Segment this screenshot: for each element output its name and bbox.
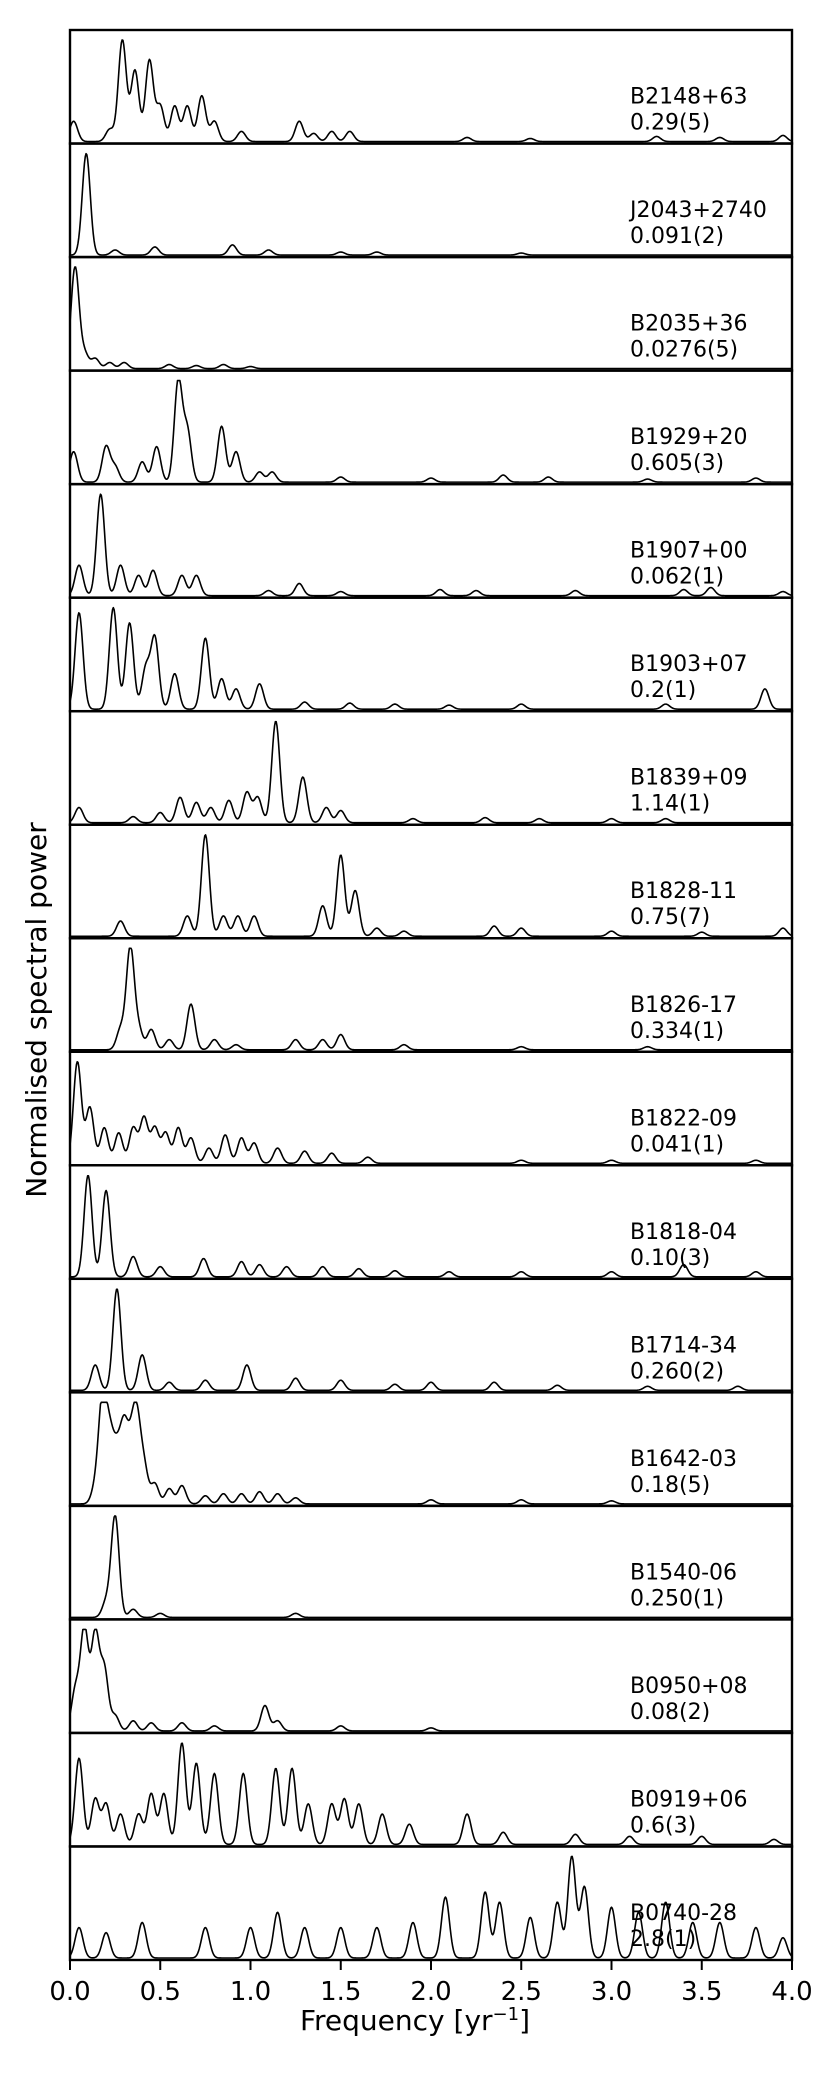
pulsar-frequency: 0.6(3) xyxy=(630,1813,696,1838)
pulsar-name: B2148+63 xyxy=(630,85,748,110)
pulsar-frequency: 0.18(5) xyxy=(630,1473,710,1498)
pulsar-frequency: 0.08(2) xyxy=(630,1700,710,1725)
panel-B1714-34: B1714-340.260(2) xyxy=(68,1277,794,1394)
spectrum-line xyxy=(70,947,792,1051)
pulsar-name: B1907+00 xyxy=(630,539,748,564)
pulsar-name: B0950+08 xyxy=(630,1674,748,1699)
spectrum-line xyxy=(70,1401,792,1505)
pulsar-name: B2035+36 xyxy=(630,312,748,337)
pulsar-name: B1818-04 xyxy=(630,1220,737,1245)
pulsar-name: B1714-34 xyxy=(630,1333,737,1358)
pulsar-name: B1828-11 xyxy=(630,879,737,904)
panel-B2148+63: B2148+630.29(5) xyxy=(68,28,794,145)
panel-B1903+07: B1903+070.2(1) xyxy=(68,596,794,713)
pulsar-frequency: 0.2(1) xyxy=(630,678,696,703)
spectrum-line xyxy=(69,379,792,483)
pulsar-frequency: 0.605(3) xyxy=(630,451,724,476)
spectrum-line xyxy=(69,720,792,824)
x-tick-label: 1.0 xyxy=(230,1977,271,2007)
pulsar-name: B1540-06 xyxy=(630,1560,737,1585)
x-tick-label: 2.5 xyxy=(501,1977,542,2007)
spectrum-line xyxy=(69,1742,792,1846)
panel-B2035+36: B2035+360.0276(5) xyxy=(68,255,794,372)
spectrum-line xyxy=(69,606,792,710)
x-tick-label: 2.0 xyxy=(410,1977,451,2007)
pulsar-frequency: 1.14(1) xyxy=(630,792,710,817)
pulsar-name: B1903+07 xyxy=(630,652,748,677)
pulsar-frequency: 0.29(5) xyxy=(630,111,710,136)
spectrum-line xyxy=(70,1175,792,1278)
pulsar-frequency: 2.8(1) xyxy=(630,1927,696,1952)
panel-B1828-11: B1828-110.75(7) xyxy=(68,823,794,940)
panels-group: B2148+630.29(5)J2043+27400.091(2)B2035+3… xyxy=(68,28,794,1962)
x-tick-label: 3.5 xyxy=(681,1977,722,2007)
pulsar-name: B0740-28 xyxy=(630,1901,737,1926)
panel-B0919+06: B0919+060.6(3) xyxy=(68,1731,794,1848)
spectrum-line xyxy=(69,152,792,256)
panel-B0740-28: B0740-282.8(1) xyxy=(68,1845,794,1962)
pulsar-frequency: 0.10(3) xyxy=(630,1246,710,1271)
pulsar-frequency: 0.041(1) xyxy=(630,1132,724,1157)
y-axis-label: Normalised spectral power xyxy=(20,822,53,1198)
pulsar-name: B1642-03 xyxy=(630,1447,737,1472)
x-tick-label: 0.5 xyxy=(140,1977,181,2007)
spectrum-line xyxy=(69,493,793,597)
panel-B0950+08: B0950+080.08(2) xyxy=(68,1618,794,1735)
spectrum-line xyxy=(69,1855,793,1959)
pulsar-frequency: 0.260(2) xyxy=(630,1359,724,1384)
x-tick-label: 4.0 xyxy=(771,1977,812,2007)
pulsar-frequency: 0.75(7) xyxy=(630,905,710,930)
pulsar-frequency: 0.334(1) xyxy=(630,1019,724,1044)
pulsar-frequency: 0.091(2) xyxy=(630,224,724,249)
panel-B1822-09: B1822-090.041(1) xyxy=(68,1050,794,1167)
pulsar-frequency: 0.0276(5) xyxy=(630,338,738,363)
spectrum-line xyxy=(69,1060,792,1165)
spectrum-line xyxy=(70,1288,792,1392)
pulsar-name: J2043+2740 xyxy=(628,198,767,223)
pulsar-name: B1839+09 xyxy=(630,766,748,791)
panel-B1929+20: B1929+200.605(3) xyxy=(68,369,794,486)
pulsar-name: B1826-17 xyxy=(630,993,737,1018)
panel-B1826-17: B1826-170.334(1) xyxy=(68,937,794,1053)
panel-B1540-06: B1540-060.250(1) xyxy=(68,1504,794,1621)
spectrum-line xyxy=(70,834,793,938)
panel-B1818-04: B1818-040.10(3) xyxy=(68,1164,794,1281)
x-tick-label: 0.0 xyxy=(49,1977,90,2007)
pulsar-name: B1929+20 xyxy=(630,425,748,450)
x-tick-label: 3.0 xyxy=(591,1977,632,2007)
x-tick-label: 1.5 xyxy=(320,1977,361,2007)
pulsar-frequency: 0.250(1) xyxy=(630,1586,724,1611)
pulsar-name: B1822-09 xyxy=(630,1106,737,1131)
spectrum-line xyxy=(69,39,793,143)
spectrum-line xyxy=(70,1515,792,1619)
panel-B1907+00: B1907+000.062(1) xyxy=(68,482,794,599)
panel-B1642-03: B1642-030.18(5) xyxy=(68,1391,794,1508)
spectrum-line xyxy=(69,266,792,370)
panel-B1839+09: B1839+091.14(1) xyxy=(68,709,794,826)
pulsar-frequency: 0.062(1) xyxy=(630,565,724,590)
x-axis-label: Frequency [yr−1] xyxy=(300,2004,530,2037)
pulsar-name: B0919+06 xyxy=(630,1787,748,1812)
spectrum-line xyxy=(69,1628,792,1732)
x-axis: 0.0 0.5 1.0 1.5 2.0 2.5 3.0 3.5 4.0 xyxy=(49,1960,813,2007)
